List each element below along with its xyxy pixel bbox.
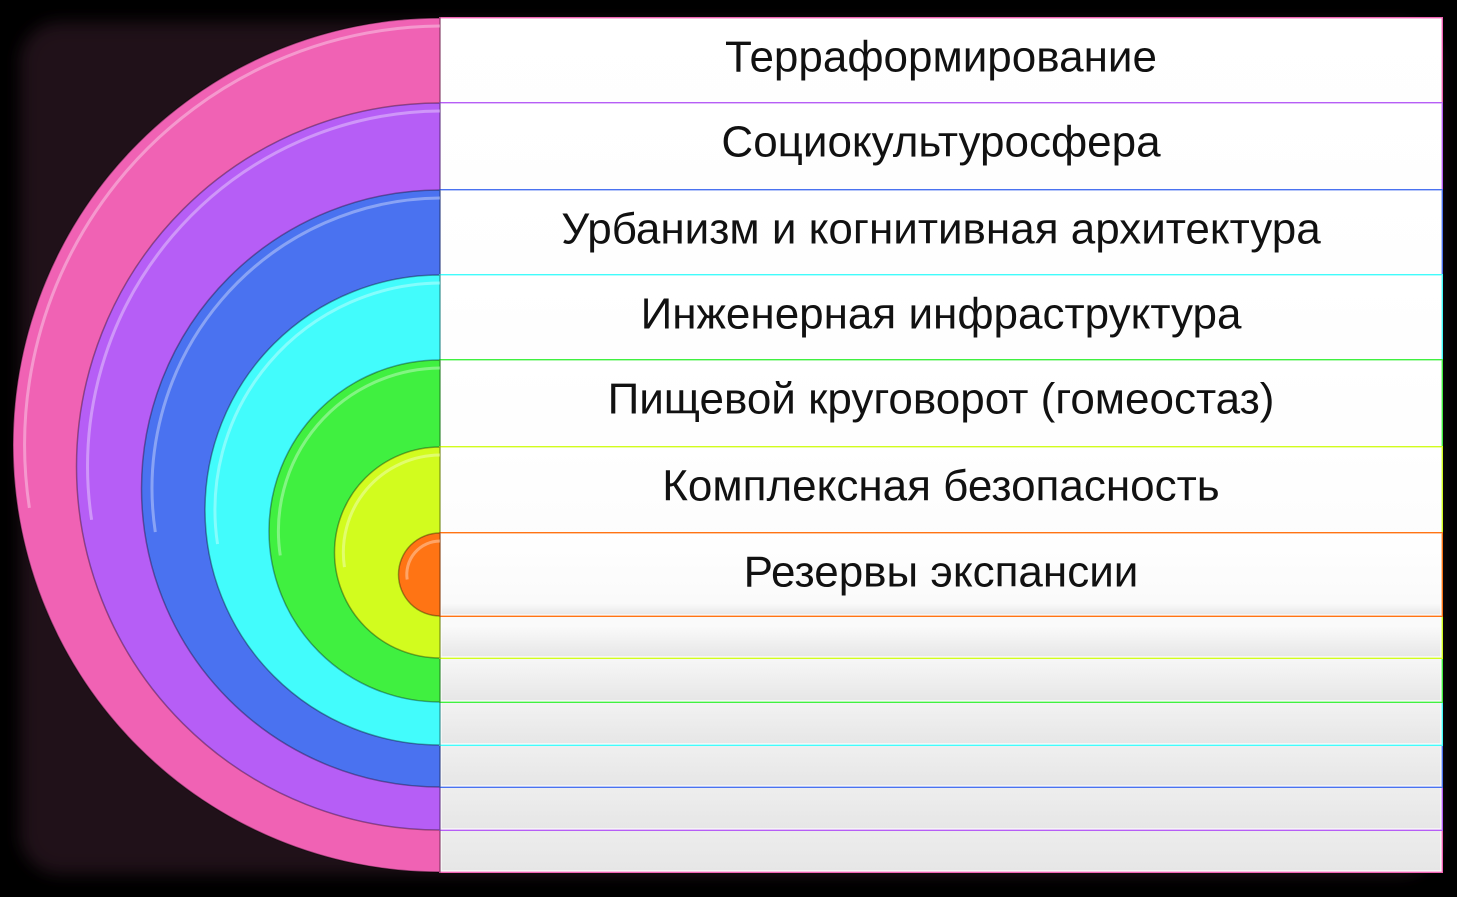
- arc-highlight: [405, 539, 441, 580]
- level-box-bevel: [440, 533, 1442, 616]
- arc-highlight: [23, 24, 441, 509]
- level-7: [397, 532, 1443, 617]
- arc-highlight: [276, 366, 441, 556]
- level-label: Комплексная безопасность: [662, 462, 1219, 511]
- level-label: Урбанизм и когнитивная архитектура: [561, 205, 1321, 254]
- arc-highlight: [341, 453, 441, 568]
- arc-highlight: [86, 109, 441, 521]
- level-box: [439, 532, 1443, 617]
- level-label: Резервы экспансии: [744, 548, 1139, 597]
- arc-highlight: [150, 196, 441, 533]
- level-label: Социокультуросфера: [721, 118, 1161, 167]
- level-label: Инженерная инфраструктура: [641, 290, 1242, 339]
- level-label: Терраформирование: [725, 33, 1157, 82]
- level-label: Пищевой круговорот (гомеостаз): [608, 375, 1275, 424]
- level-arc: [397, 532, 441, 617]
- arc-highlight: [213, 281, 441, 545]
